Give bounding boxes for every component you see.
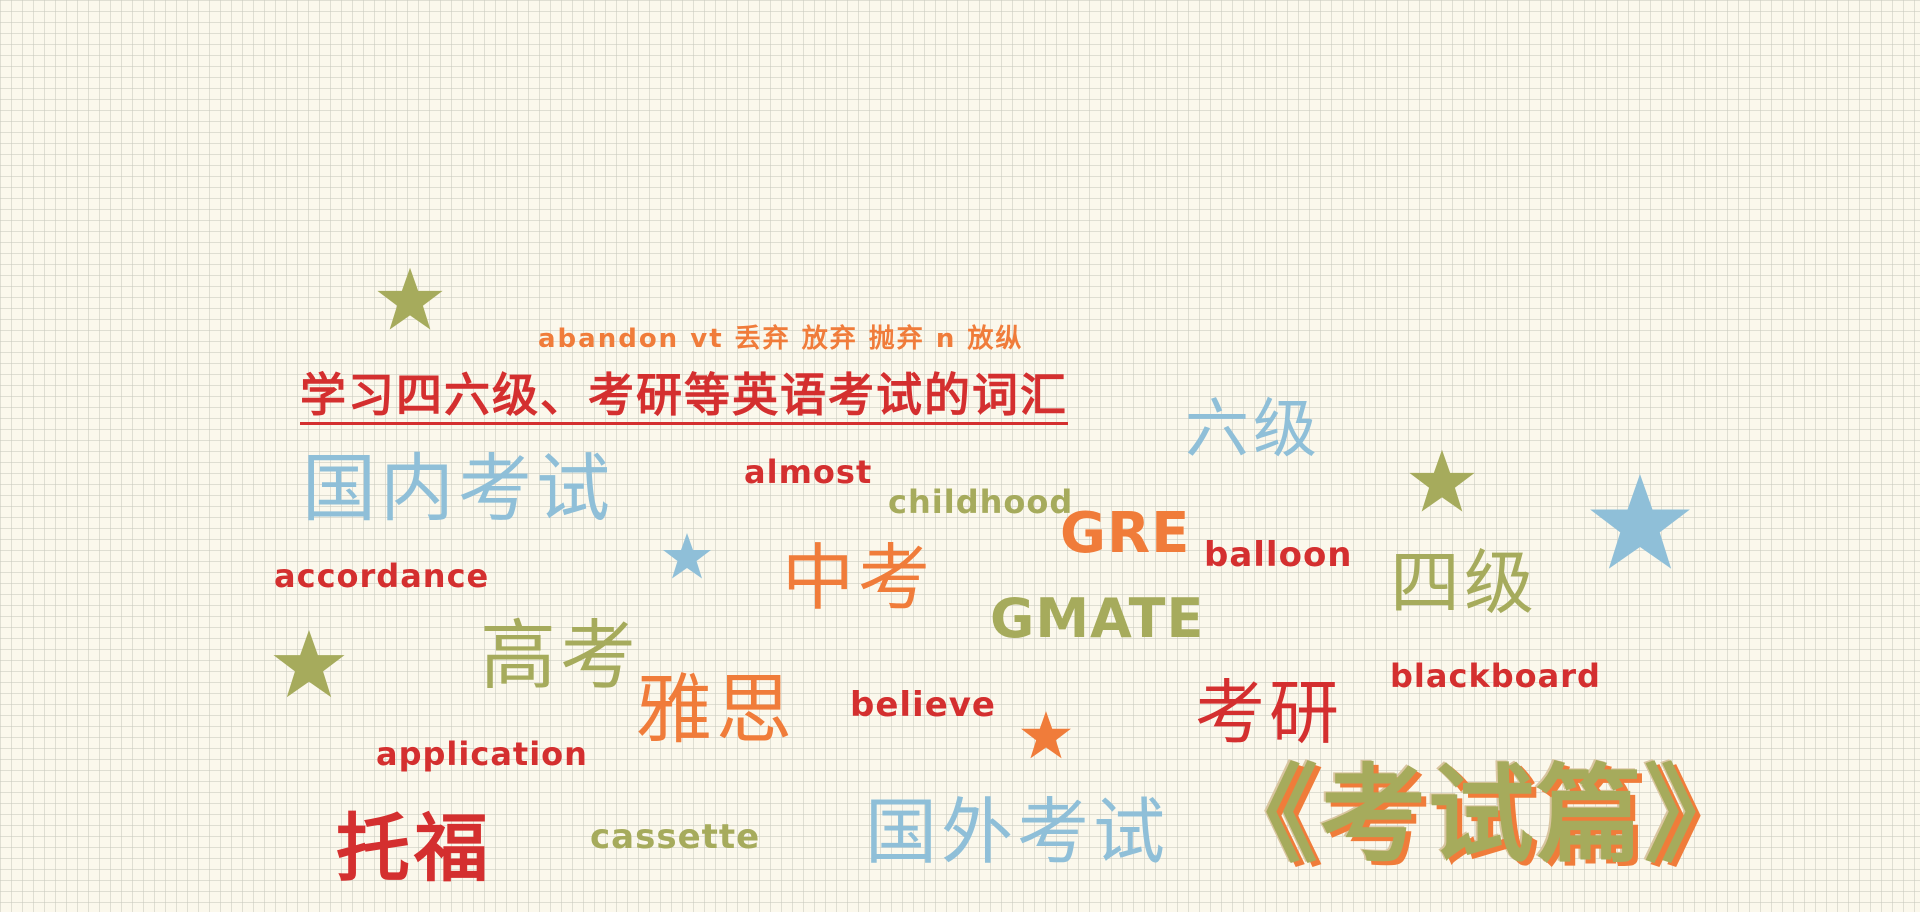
star-icon [272, 628, 346, 700]
star-icon [1020, 710, 1072, 760]
word-accordance: accordance [274, 557, 490, 595]
word-childhood: childhood [888, 483, 1074, 521]
word-zhongkao: 中考 [782, 536, 935, 620]
star-icon [1588, 472, 1692, 572]
word-balloon: balloon [1204, 535, 1353, 575]
word-application: application [376, 735, 588, 773]
word-liuji: 六级 [1185, 393, 1321, 467]
word-tuofu: 托福 [336, 806, 492, 892]
subtitle-text: abandon vt 丢弃 放弃 抛弃 n 放纵 [538, 324, 1024, 354]
word-siji: 四级 [1390, 542, 1538, 624]
star-icon [662, 532, 712, 580]
word-gmate: GMATE [990, 587, 1205, 650]
star-icon [1408, 448, 1476, 514]
word-cassette: cassette [590, 817, 761, 857]
word-blackboard: blackboard [1390, 657, 1601, 695]
word-yasi: 雅思 [636, 665, 796, 754]
star-icon [376, 266, 444, 332]
word-believe: believe [850, 685, 996, 725]
word-gre: GRE [1060, 501, 1191, 566]
word-guowai: 国外考试 [865, 790, 1170, 874]
word-kaoyan: 考研 [1195, 672, 1343, 754]
title-text: 《考试篇》 [1212, 752, 1752, 877]
heading-text: 学习四六级、考研等英语考试的词汇 [300, 372, 1068, 425]
word-guonei: 国内考试 [302, 446, 614, 532]
word-gaokao: 高考 [480, 611, 640, 700]
word-almost: almost [744, 453, 873, 491]
